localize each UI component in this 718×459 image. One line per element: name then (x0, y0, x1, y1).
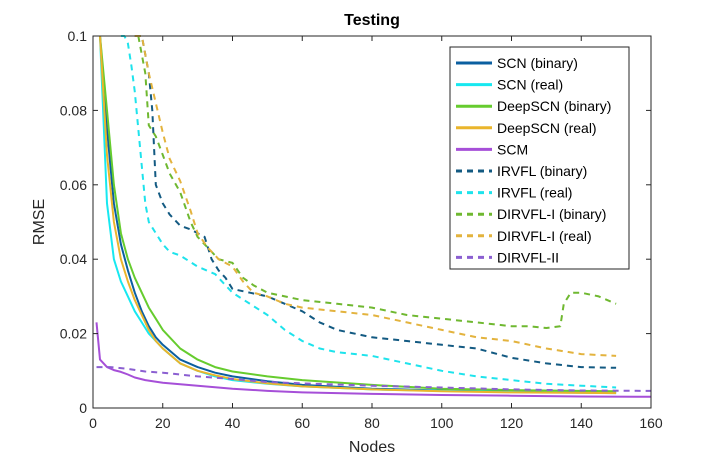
x-axis-label: Nodes (349, 439, 395, 456)
x-tick-label: 20 (155, 415, 171, 431)
x-tick-label: 60 (294, 415, 310, 431)
series-layer (95, 35, 651, 398)
y-axis: 0 0.02 0.04 0.06 0.08 0.1 (60, 28, 651, 416)
y-tick-label: 0.08 (60, 102, 87, 118)
legend-label: DIRVFL-II (497, 249, 559, 265)
series-line-irvfl-real (120, 35, 617, 389)
chart-title: Testing (344, 12, 400, 29)
series-line-dirvfl-ii (96, 366, 651, 392)
legend-label: IRVFL (real) (497, 185, 572, 201)
legend-label: IRVFL (binary) (497, 163, 587, 179)
legend-label: DIRVFL-I (binary) (497, 206, 606, 222)
y-tick-label: 0.02 (60, 326, 87, 342)
x-tick-label: 100 (430, 415, 454, 431)
legend-label: DeepSCN (real) (497, 120, 597, 136)
legend: SCN (binary) SCN (real) DeepSCN (binary) De… (449, 46, 630, 270)
legend-label: SCN (real) (497, 77, 563, 93)
series-line-deepscn-binary (99, 35, 617, 393)
y-axis-label: RMSE (31, 199, 48, 245)
legend-label: SCM (497, 141, 528, 157)
legend-label: DeepSCN (binary) (497, 98, 611, 114)
x-tick-label: 160 (639, 415, 663, 431)
series-line-dirvfl-i-real (134, 35, 617, 357)
x-tick-label: 0 (89, 415, 97, 431)
y-tick-label: 0 (79, 400, 87, 416)
series-line-irvfl-binary (134, 35, 617, 369)
series-line-deepscn-real (99, 35, 617, 395)
x-tick-label: 40 (225, 415, 241, 431)
y-tick-label: 0.1 (68, 28, 88, 44)
series-line-dirvfl-i-binary (137, 35, 617, 329)
legend-label: DIRVFL-I (real) (497, 228, 592, 244)
x-tick-label: 120 (500, 415, 524, 431)
x-tick-label: 80 (364, 415, 380, 431)
series-line-scm (95, 322, 651, 398)
y-tick-label: 0.06 (60, 177, 87, 193)
x-axis: 0 20 40 60 80 100 120 140 160 (89, 36, 663, 431)
legend-label: SCN (binary) (497, 55, 578, 71)
x-tick-label: 140 (570, 415, 594, 431)
y-tick-label: 0.04 (60, 251, 87, 267)
